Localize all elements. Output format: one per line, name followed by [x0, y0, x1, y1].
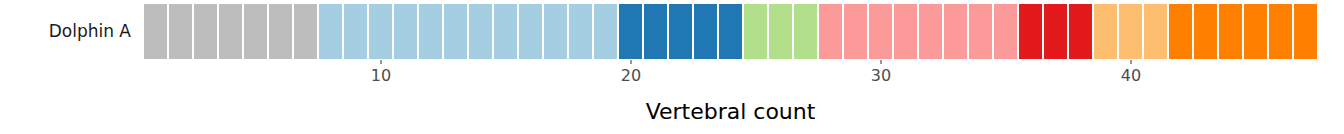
- svg-text:40: 40: [1121, 66, 1141, 85]
- svg-text:Vertebral count: Vertebral count: [646, 99, 816, 124]
- svg-text:Dolphin A: Dolphin A: [49, 21, 132, 41]
- svg-text:10: 10: [371, 66, 391, 85]
- svg-text:20: 20: [621, 66, 641, 85]
- svg-text:30: 30: [871, 66, 891, 85]
